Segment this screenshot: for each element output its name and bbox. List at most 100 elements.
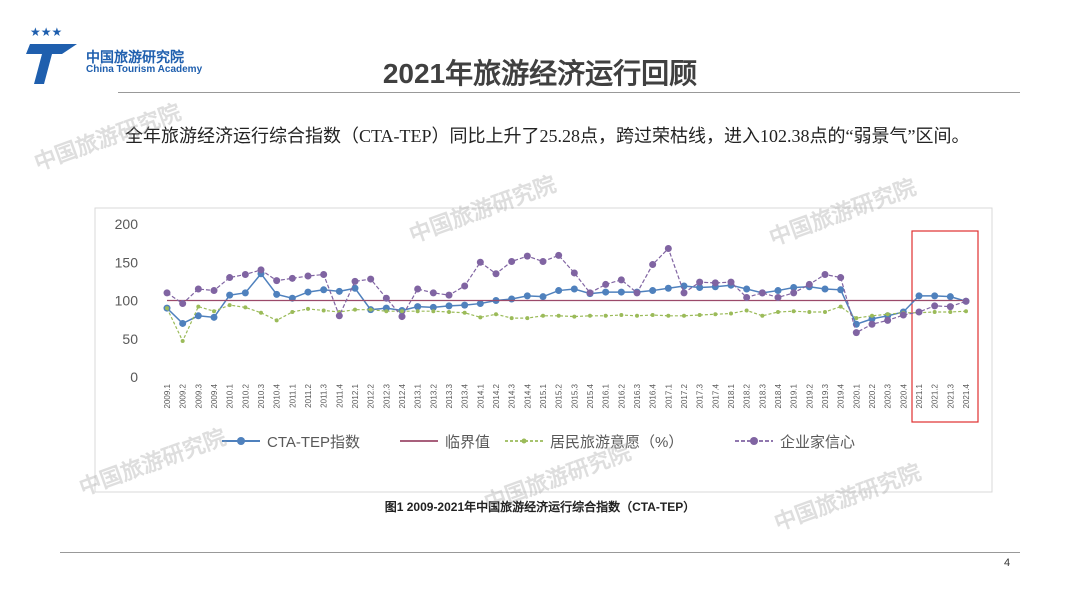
point xyxy=(210,287,218,295)
series-line xyxy=(166,247,967,334)
point xyxy=(273,277,281,285)
logo-en: China Tourism Academy xyxy=(86,64,203,75)
point xyxy=(429,289,437,297)
point xyxy=(588,313,592,318)
point xyxy=(445,302,453,310)
point xyxy=(931,302,939,310)
point xyxy=(351,284,359,292)
point xyxy=(227,303,232,308)
point xyxy=(946,303,954,311)
legend-label: 企业家信心 xyxy=(780,433,855,451)
point xyxy=(696,283,704,291)
point xyxy=(823,309,827,314)
point xyxy=(852,329,860,337)
x-tick-label: 2019.3 xyxy=(821,383,830,408)
legend-marker xyxy=(521,438,527,444)
caption-text: 图1 2009-2021年中国旅游经济运行综合指数（CTA-TEP） xyxy=(384,500,696,514)
point xyxy=(570,285,578,293)
point xyxy=(509,316,514,321)
point xyxy=(476,258,484,266)
point xyxy=(384,309,389,314)
point xyxy=(805,280,813,288)
x-tick-label: 2016.4 xyxy=(649,383,658,408)
point xyxy=(196,304,201,309)
svg-text:★★★: ★★★ xyxy=(30,26,62,39)
x-tick-label: 2011.2 xyxy=(304,383,313,407)
point xyxy=(603,313,608,318)
point xyxy=(821,285,829,293)
point xyxy=(758,289,766,297)
point xyxy=(321,308,326,313)
point xyxy=(885,312,890,317)
point xyxy=(946,293,954,301)
x-tick-label: 2018.4 xyxy=(774,383,783,408)
point xyxy=(774,287,782,295)
slide-title-text: 2021年旅游经济运行回顾 xyxy=(382,58,698,89)
logo-cn: 中国旅游研究院 xyxy=(86,49,184,65)
point xyxy=(696,278,704,286)
point xyxy=(508,295,516,303)
point xyxy=(915,292,923,300)
point xyxy=(163,289,171,297)
series-line xyxy=(166,304,967,343)
legend-label: 临界值 xyxy=(445,434,490,451)
point xyxy=(367,275,375,283)
point xyxy=(523,252,531,260)
point xyxy=(306,306,310,311)
point xyxy=(539,293,547,301)
point xyxy=(666,313,671,318)
point xyxy=(288,274,296,282)
x-tick-label: 2012.1 xyxy=(351,383,360,408)
point xyxy=(868,315,876,323)
point xyxy=(398,313,406,321)
point xyxy=(713,312,718,317)
x-tick-label: 2010.3 xyxy=(257,383,266,408)
point xyxy=(180,339,185,344)
x-tick-label: 2012.2 xyxy=(367,383,376,408)
point xyxy=(617,276,625,284)
x-tick-label: 2014.2 xyxy=(492,383,501,408)
x-tick-label: 2014.1 xyxy=(476,383,485,408)
point xyxy=(241,289,249,297)
point xyxy=(259,310,263,315)
point xyxy=(962,297,970,305)
point xyxy=(743,285,751,293)
point xyxy=(870,313,874,318)
point xyxy=(649,261,657,269)
point xyxy=(727,278,735,286)
point xyxy=(274,318,279,323)
point xyxy=(476,300,484,308)
x-tick-label: 2020.3 xyxy=(884,383,893,408)
point xyxy=(744,308,749,313)
point xyxy=(335,287,343,295)
point xyxy=(915,308,923,316)
x-tick-label: 2020.2 xyxy=(868,383,877,408)
x-tick-label: 2011.1 xyxy=(288,383,297,407)
x-tick-label: 2009.4 xyxy=(210,383,219,408)
point xyxy=(617,288,625,296)
point xyxy=(525,316,530,321)
point xyxy=(478,315,483,320)
point xyxy=(697,313,702,318)
point xyxy=(649,287,657,295)
point xyxy=(680,289,688,297)
x-tick-label: 2021.3 xyxy=(946,383,955,408)
x-tick-label: 2016.3 xyxy=(633,383,642,408)
x-tick-label: 2011.4 xyxy=(335,383,344,407)
x-tick-label: 2018.1 xyxy=(727,383,736,408)
point xyxy=(243,305,248,310)
x-tick-label: 2009.2 xyxy=(179,383,188,408)
point xyxy=(555,251,563,259)
chart-frame xyxy=(94,207,993,493)
x-tick-label: 2013.2 xyxy=(429,383,438,408)
caption: 图1 2009-2021年中国旅游经济运行综合指数（CTA-TEP） xyxy=(0,498,1080,515)
point xyxy=(304,272,312,280)
point xyxy=(635,313,639,318)
x-tick-label: 2017.4 xyxy=(711,383,720,408)
legend-label: CTA-TEP指数 xyxy=(267,434,360,451)
body-text: 全年旅游经济运行综合指数（CTA-TEP）同比上升了25.28点，跨过荣枯线，进… xyxy=(125,126,970,146)
point xyxy=(837,274,845,282)
point xyxy=(165,306,169,311)
